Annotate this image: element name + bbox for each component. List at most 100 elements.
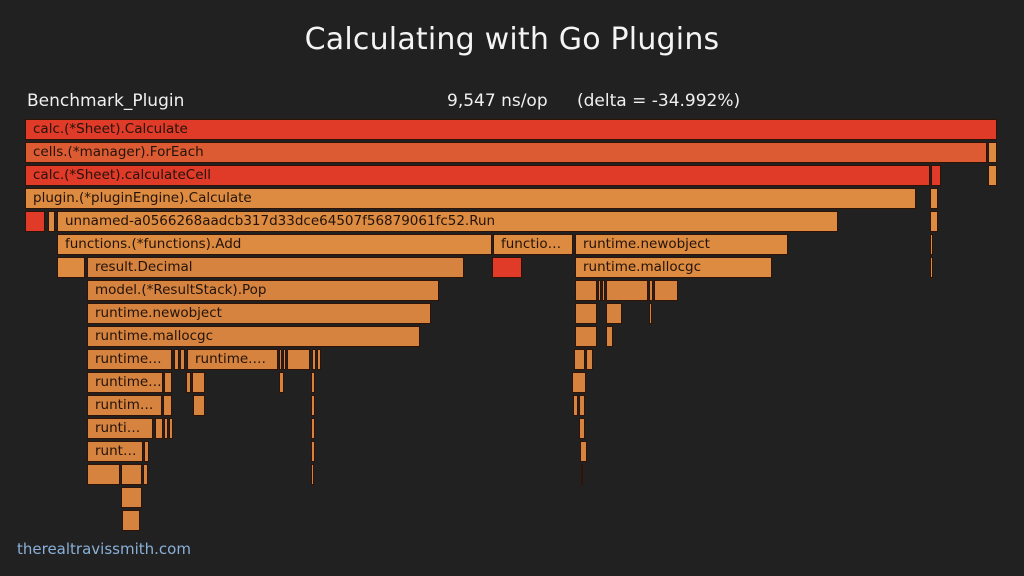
benchmark-name: Benchmark_Plugin [27,91,185,111]
flame-bar [283,349,286,370]
flame-bar [186,372,191,393]
flame-bar [598,280,601,301]
flame-bar-label: runtime… [95,351,162,367]
flame-bar-label: runtime.newobject [95,305,222,321]
flame-bar [317,349,321,370]
flame-bar-label: functio… [501,236,562,252]
flame-bar [930,257,933,278]
flame-bar [574,349,585,370]
flame-bar [25,211,45,232]
flame-bar: plugin.(*pluginEngine).Calculate [25,188,916,209]
flame-bar: calc.(*Sheet).calculateCell [25,165,930,186]
flame-bar [654,280,678,301]
flame-bar-label: runt… [95,443,137,459]
flame-bar [988,165,997,186]
flame-bar [575,303,597,324]
flame-bar-label: runtime.newobject [583,236,710,252]
flame-bar: result.Decimal [87,257,464,278]
flame-bar [579,418,585,439]
flame-bar: runtime.mallocgc [87,326,420,347]
flame-bar [579,395,585,416]
flame-bar [649,280,653,301]
flame-bar [57,257,85,278]
flame-bar [930,188,938,209]
flame-bar: runtime… [87,349,172,370]
benchmark-delta: (delta = -34.992%) [577,91,741,111]
flame-bar: model.(*ResultStack).Pop [87,280,439,301]
flame-bar: runt… [87,441,143,462]
flame-bar: runtime.… [187,349,278,370]
flame-bar [311,372,315,393]
flame-bar: cells.(*manager).ForEach [25,142,987,163]
flame-bar [649,303,652,324]
flame-bar [121,487,142,508]
flame-bar [163,395,172,416]
flame-bar: runtim… [87,395,162,416]
flame-bar [988,142,997,163]
flame-bar: runtime.newobject [575,234,788,255]
flame-bar [931,165,941,186]
flame-bar-label: calc.(*Sheet).Calculate [33,121,188,137]
flame-bar [144,441,149,462]
flame-bar: runtime… [87,372,163,393]
flame-bar [48,211,55,232]
flame-bar [606,303,622,324]
flame-bar-label: calc.(*Sheet).calculateCell [33,167,212,183]
flame-bar [930,234,933,255]
flame-bar-label: result.Decimal [95,259,193,275]
flame-bar [169,418,173,439]
flame-bar [311,464,314,485]
flame-bar [606,326,613,347]
benchmark-ns-per-op: 9,547 ns/op [447,91,548,111]
flame-bar [572,372,586,393]
flame-bar [492,257,522,278]
flame-bar-label: plugin.(*pluginEngine).Calculate [33,190,252,206]
flame-bar [575,326,597,347]
flame-bar [586,349,593,370]
flame-bar [193,395,205,416]
flame-bar-label: runtime.mallocgc [583,259,702,275]
flame-bar: functions.(*functions).Add [57,234,492,255]
flame-bar [602,280,605,301]
flame-bar [87,464,120,485]
flame-bar [143,464,148,485]
flame-bar: unnamed-a0566268aadcb317d33dce64507f5687… [57,211,838,232]
flame-bar-label: cells.(*manager).ForEach [33,144,204,160]
flame-bar [573,395,578,416]
flame-bar: runtime.mallocgc [575,257,772,278]
flame-bar [164,372,172,393]
flame-bar [121,464,142,485]
flame-bar [606,280,648,301]
flame-bar: calc.(*Sheet).Calculate [25,119,997,140]
flame-bar [279,372,284,393]
flame-bar [155,418,163,439]
flame-bar: functio… [493,234,573,255]
flame-bar [311,441,315,462]
flame-bar: runtime.newobject [87,303,431,324]
flame-bar-label: functions.(*functions).Add [65,236,242,252]
flame-bar [279,349,282,370]
flame-bar [580,441,587,462]
flame-bar [311,418,315,439]
flame-bar [581,464,583,485]
flame-bar [174,349,179,370]
flame-bar [312,349,316,370]
flame-bar [311,395,315,416]
flame-bar [192,372,205,393]
flame-bar [164,418,168,439]
flame-bar-label: runtim… [95,397,154,413]
flame-bar-label: runtime… [95,374,162,390]
flame-bar: runti… [87,418,153,439]
flame-bar [575,280,597,301]
flame-bar-label: unnamed-a0566268aadcb317d33dce64507f5687… [65,213,496,229]
flame-bar [287,349,310,370]
flame-bar-label: runti… [95,420,141,436]
footer-site-text: therealtravissmith.com [17,540,191,558]
benchmark-header: Benchmark_Plugin 9,547 ns/op (delta = -3… [0,91,1024,113]
slide-title: Calculating with Go Plugins [304,22,720,57]
flame-bar [180,349,185,370]
flame-bar-label: model.(*ResultStack).Pop [95,282,267,298]
flame-bar [122,510,140,531]
